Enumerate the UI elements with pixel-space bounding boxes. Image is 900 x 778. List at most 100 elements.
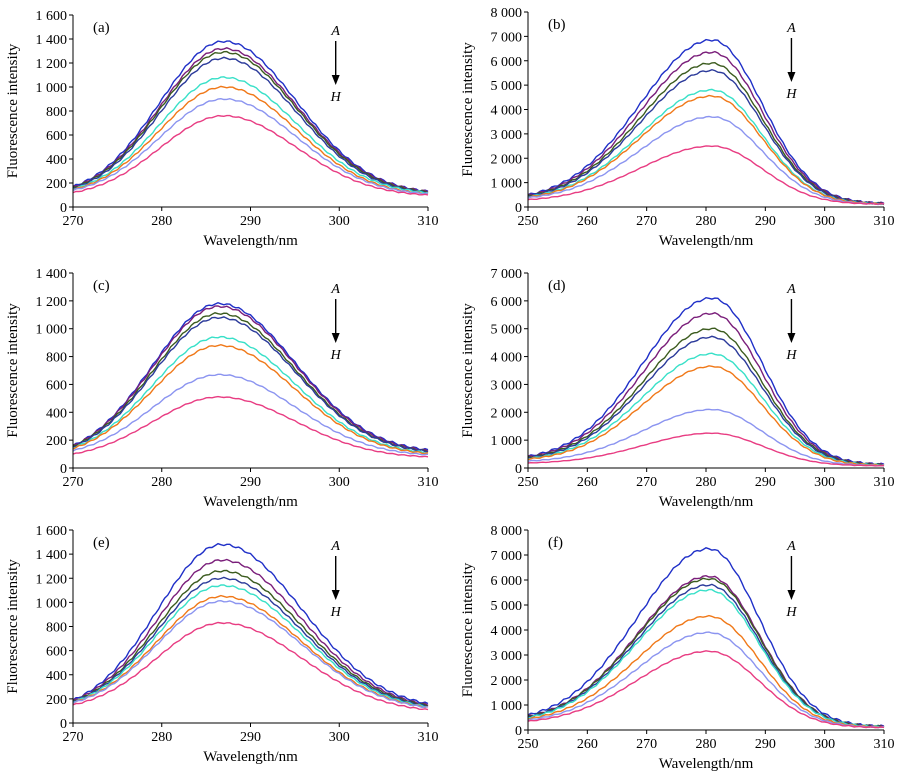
- x-tick-label: 250: [518, 475, 539, 490]
- series-line-4: [527, 335, 884, 467]
- x-tick-label: 270: [63, 475, 84, 490]
- y-tick-label: 600: [46, 645, 67, 660]
- y-tick-label: 200: [46, 434, 67, 449]
- y-tick-label: 0: [60, 717, 67, 732]
- x-tick-label: 260: [577, 475, 598, 490]
- series-line-7: [527, 631, 885, 729]
- arrow-label-h: H: [330, 348, 342, 363]
- arrow-head: [331, 75, 340, 85]
- series-line-3: [72, 50, 429, 194]
- series-line-3: [72, 312, 429, 453]
- x-tick-label: 290: [755, 214, 776, 229]
- series-line-8: [72, 395, 429, 458]
- y-tick-label: 2 000: [491, 152, 523, 167]
- y-axis-label: Fluorescence intensity: [460, 303, 476, 438]
- series-line-4: [73, 316, 429, 453]
- series-line-8: [72, 621, 429, 711]
- series-line-8: [72, 114, 429, 196]
- y-tick-label: 0: [515, 724, 522, 739]
- series-line-7: [72, 373, 429, 456]
- arrow-label-h: H: [330, 90, 342, 105]
- x-tick-label: 300: [329, 730, 350, 745]
- arrow-label-a: A: [330, 24, 340, 39]
- chart-panel-2: 250 260 270 280 290 300 310 0 1 000 2 000 3 000 4 0…: [460, 6, 895, 249]
- series-line-1: [72, 542, 429, 705]
- y-tick-label: 0: [515, 201, 522, 216]
- panel-label: (a): [93, 20, 110, 36]
- y-tick-label: 600: [46, 129, 67, 144]
- x-tick-label: 310: [874, 475, 895, 490]
- panel-label: (e): [93, 535, 110, 551]
- series-line-8: [527, 432, 885, 467]
- series-line-7: [72, 97, 429, 195]
- x-tick-label: 270: [63, 730, 84, 745]
- series-line-6: [527, 614, 885, 729]
- arrow-head: [787, 590, 796, 600]
- y-tick-label: 0: [60, 462, 67, 477]
- x-tick-label: 290: [755, 475, 776, 490]
- series-line-5: [72, 76, 429, 194]
- y-axis-label: Fluorescence intensity: [5, 43, 21, 178]
- series-line-4: [72, 56, 429, 194]
- y-tick-label: 3 000: [491, 378, 523, 393]
- y-tick-label: 2 000: [491, 406, 523, 421]
- x-axis-label: Wavelength/nm: [659, 756, 754, 772]
- y-tick-label: 4 000: [491, 624, 523, 639]
- panel-label: (f): [548, 535, 563, 551]
- x-tick-label: 310: [418, 730, 439, 745]
- panel-label: (d): [548, 278, 566, 294]
- y-tick-label: 6 000: [491, 55, 523, 70]
- series-line-6: [527, 94, 885, 205]
- series-line-7: [527, 115, 885, 206]
- series-line-5: [527, 588, 885, 729]
- y-tick-label: 400: [46, 406, 67, 421]
- chart-panel-5: 270 280 290 300 310 0 200 400 600 800 1 000 1 200 1 …: [5, 524, 439, 765]
- x-tick-label: 280: [696, 214, 717, 229]
- y-tick-label: 4 000: [491, 104, 523, 119]
- y-axis-label: Fluorescence intensity: [460, 42, 476, 177]
- panel-label: (b): [548, 17, 566, 33]
- x-axis-label: Wavelength/nm: [203, 749, 298, 765]
- arrow-head: [787, 72, 796, 82]
- series-line-5: [527, 88, 885, 206]
- x-tick-label: 270: [636, 737, 657, 752]
- y-tick-label: 2 000: [491, 674, 523, 689]
- y-tick-label: 7 000: [491, 30, 523, 45]
- series-line-3: [72, 569, 429, 708]
- y-tick-label: 8 000: [491, 6, 523, 21]
- y-tick-label: 1 400: [36, 33, 68, 48]
- x-tick-label: 290: [240, 730, 261, 745]
- x-axis-label: Wavelength/nm: [659, 494, 754, 510]
- y-tick-label: 800: [46, 105, 67, 120]
- y-tick-label: 1 200: [36, 295, 68, 310]
- x-axis-label: Wavelength/nm: [203, 494, 298, 510]
- y-tick-label: 5 000: [491, 599, 523, 614]
- series-line-2: [527, 50, 885, 205]
- series-line-5: [72, 584, 429, 708]
- series-line-4: [72, 576, 429, 708]
- x-axis-label: Wavelength/nm: [203, 233, 298, 249]
- y-tick-label: 1 200: [36, 57, 68, 72]
- y-tick-label: 3 000: [491, 128, 523, 143]
- y-tick-label: 1 000: [36, 81, 68, 96]
- series-line-6: [527, 365, 885, 467]
- y-axis-label: Fluorescence intensity: [460, 562, 476, 697]
- x-tick-label: 300: [814, 475, 835, 490]
- arrow-label-h: H: [785, 605, 797, 620]
- y-tick-label: 8 000: [491, 524, 523, 539]
- y-tick-label: 1 000: [491, 699, 523, 714]
- chart-panel-1: 270 280 290 300 310 0 200 400 600 800 1 000 1 200 1 …: [5, 9, 439, 249]
- series-line-8: [527, 650, 885, 729]
- series-line-5: [72, 335, 429, 454]
- y-tick-label: 200: [46, 693, 67, 708]
- y-tick-label: 800: [46, 351, 67, 366]
- x-tick-label: 280: [696, 737, 717, 752]
- x-tick-label: 270: [636, 475, 657, 490]
- y-tick-label: 5 000: [491, 79, 523, 94]
- y-tick-label: 1 000: [491, 434, 523, 449]
- arrow-head: [331, 333, 340, 343]
- x-tick-label: 260: [577, 737, 598, 752]
- x-tick-label: 300: [329, 475, 350, 490]
- y-tick-label: 1 600: [36, 9, 68, 24]
- y-tick-label: 1 000: [491, 177, 523, 192]
